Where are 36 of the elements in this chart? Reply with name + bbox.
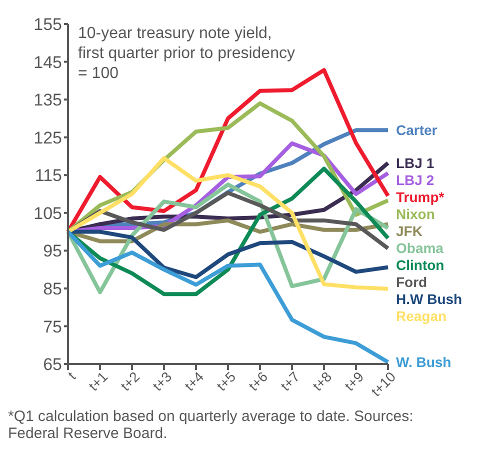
x-tick-label: t+10 (368, 368, 399, 400)
y-tick-label: 135 (34, 90, 62, 110)
series-label: Carter (396, 121, 438, 140)
x-tick-label: t+8 (309, 368, 335, 394)
series-label: Trump* (396, 188, 444, 206)
series-label: Obama (396, 239, 444, 258)
y-tick-label: 105 (34, 204, 62, 223)
text: *Q1 calculation based on quarterly average to date. Sources: Federal Reserve Board. (8, 408, 414, 442)
x-tick-label: t+6 (245, 368, 271, 394)
series-label: W. Bush (396, 353, 452, 372)
x-tick-label: t+7 (277, 368, 303, 394)
x-tick-label: t+1 (85, 368, 111, 394)
y-tick-label: 145 (34, 52, 62, 72)
series-label: Reagan (396, 307, 447, 326)
x-tick-label: t+5 (213, 368, 239, 394)
y-tick-label: 75 (43, 317, 62, 336)
series-label: LBJ 1 (396, 154, 434, 172)
series-label: Nixon (396, 205, 435, 224)
line-series (66, 68, 390, 234)
y-tick-label: 95 (43, 242, 62, 261)
x-tick-label: t+4 (181, 368, 207, 394)
y-tick-label: 115 (34, 166, 62, 186)
series-label: H.W Bush (396, 290, 462, 308)
y-tick-label: 125 (34, 128, 62, 148)
series-label: Ford (396, 273, 428, 292)
y-tick-label: 65 (43, 355, 62, 374)
text: 10-year treasury note yield, first quarter prior to presidency = 100 (78, 24, 296, 84)
y-tick-label: 155 (34, 15, 62, 34)
x-tick-label: t+9 (341, 368, 367, 394)
y-tick-label: 85 (43, 279, 62, 298)
x-tick-label: t+2 (117, 368, 143, 394)
x-tick-label: t+3 (149, 368, 175, 394)
series-label: Clinton (396, 256, 444, 274)
series-label: LBJ 2 (396, 171, 434, 190)
x-tick-label: t (64, 368, 79, 383)
series-label: JFK (396, 222, 422, 240)
